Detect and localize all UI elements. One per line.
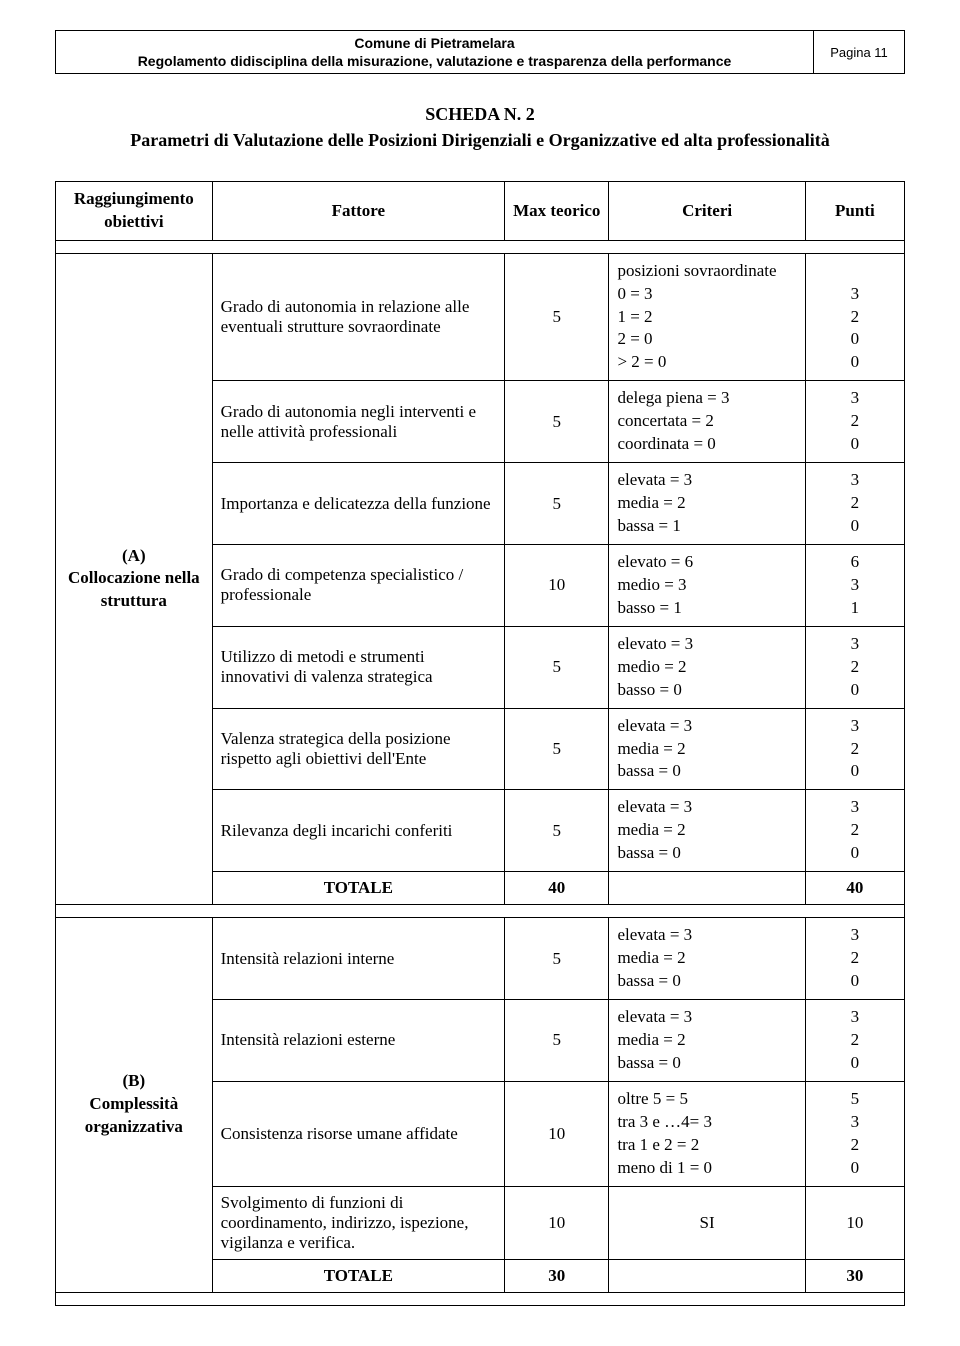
cell-criteria: elevata = 3 media = 2 bassa = 0 <box>609 790 805 872</box>
total-blank <box>609 1259 805 1292</box>
cell-points: 3 2 0 <box>805 1000 904 1082</box>
cell-max: 5 <box>505 918 609 1000</box>
total-label: TOTALE <box>212 1259 504 1292</box>
table-row: (A) Collocazione nella struttura Grado d… <box>56 253 905 381</box>
col-header-criteria: Criteri <box>609 181 805 240</box>
evaluation-table: Raggiungimento obiettivi Fattore Max teo… <box>55 181 905 1306</box>
cell-criteria: SI <box>609 1186 805 1259</box>
cell-points: 3 2 0 <box>805 381 904 463</box>
cell-points: 3 2 0 <box>805 463 904 545</box>
cell-points: 3 2 0 <box>805 790 904 872</box>
cell-criteria: posizioni sovraordinate 0 = 3 1 = 2 2 = … <box>609 253 805 381</box>
cell-max: 5 <box>505 463 609 545</box>
page: Comune di Pietramelara Regolamento didis… <box>0 0 960 1346</box>
cell-max: 5 <box>505 1000 609 1082</box>
cell-criteria: elevata = 3 media = 2 bassa = 0 <box>609 1000 805 1082</box>
cell-factor: Grado di autonomia negli interventi e ne… <box>212 381 504 463</box>
section-b-label: (B) Complessità organizzativa <box>56 918 213 1292</box>
cell-criteria: elevato = 3 medio = 2 basso = 0 <box>609 626 805 708</box>
cell-max: 10 <box>505 544 609 626</box>
cell-factor: Intensità relazioni interne <box>212 918 504 1000</box>
cell-max: 10 <box>505 1186 609 1259</box>
cell-max: 5 <box>505 381 609 463</box>
cell-points: 3 2 0 0 <box>805 253 904 381</box>
cell-points: 5 3 2 0 <box>805 1081 904 1186</box>
cell-points: 10 <box>805 1186 904 1259</box>
total-label: TOTALE <box>212 872 504 905</box>
header-main: Comune di Pietramelara Regolamento didis… <box>56 31 814 73</box>
cell-points: 3 2 0 <box>805 708 904 790</box>
cell-max: 10 <box>505 1081 609 1186</box>
col-header-factor: Fattore <box>212 181 504 240</box>
col-header-category: Raggiungimento obiettivi <box>56 181 213 240</box>
cell-points: 6 3 1 <box>805 544 904 626</box>
cell-factor: Importanza e delicatezza della funzione <box>212 463 504 545</box>
header-line2: Regolamento didisciplina della misurazio… <box>62 52 807 70</box>
cell-factor: Valenza strategica della posizione rispe… <box>212 708 504 790</box>
col-header-points: Punti <box>805 181 904 240</box>
col-header-max: Max teorico <box>505 181 609 240</box>
header-line1: Comune di Pietramelara <box>62 34 807 52</box>
title-line2: Parametri di Valutazione delle Posizioni… <box>55 128 905 153</box>
title-block: SCHEDA N. 2 Parametri di Valutazione del… <box>55 102 905 152</box>
header-box: Comune di Pietramelara Regolamento didis… <box>55 30 905 74</box>
cell-points: 3 2 0 <box>805 918 904 1000</box>
cell-factor: Intensità relazioni esterne <box>212 1000 504 1082</box>
total-points: 30 <box>805 1259 904 1292</box>
total-blank <box>609 872 805 905</box>
cell-max: 5 <box>505 790 609 872</box>
cell-criteria: delega piena = 3 concertata = 2 coordina… <box>609 381 805 463</box>
cell-max: 5 <box>505 253 609 381</box>
cell-factor: Grado di competenza specialistico / prof… <box>212 544 504 626</box>
cell-criteria: oltre 5 = 5 tra 3 e …4= 3 tra 1 e 2 = 2 … <box>609 1081 805 1186</box>
table-row: (B) Complessità organizzativa Intensità … <box>56 918 905 1000</box>
cell-factor: Utilizzo di metodi e strumenti innovativ… <box>212 626 504 708</box>
cell-criteria: elevato = 6 medio = 3 basso = 1 <box>609 544 805 626</box>
cell-max: 5 <box>505 708 609 790</box>
cell-factor: Consistenza risorse umane affidate <box>212 1081 504 1186</box>
header-page-number: Pagina 11 <box>814 31 904 73</box>
cell-points: 3 2 0 <box>805 626 904 708</box>
cell-factor: Rilevanza degli incarichi conferiti <box>212 790 504 872</box>
cell-factor: Grado di autonomia in relazione alle eve… <box>212 253 504 381</box>
table-header-row: Raggiungimento obiettivi Fattore Max teo… <box>56 181 905 240</box>
title-line1: SCHEDA N. 2 <box>55 102 905 127</box>
cell-criteria: elevata = 3 media = 2 bassa = 1 <box>609 463 805 545</box>
total-max: 40 <box>505 872 609 905</box>
cell-criteria: elevata = 3 media = 2 bassa = 0 <box>609 708 805 790</box>
total-points: 40 <box>805 872 904 905</box>
section-a-label: (A) Collocazione nella struttura <box>56 253 213 905</box>
total-max: 30 <box>505 1259 609 1292</box>
cell-criteria: elevata = 3 media = 2 bassa = 0 <box>609 918 805 1000</box>
cell-max: 5 <box>505 626 609 708</box>
cell-factor: Svolgimento di funzioni di coordinamento… <box>212 1186 504 1259</box>
